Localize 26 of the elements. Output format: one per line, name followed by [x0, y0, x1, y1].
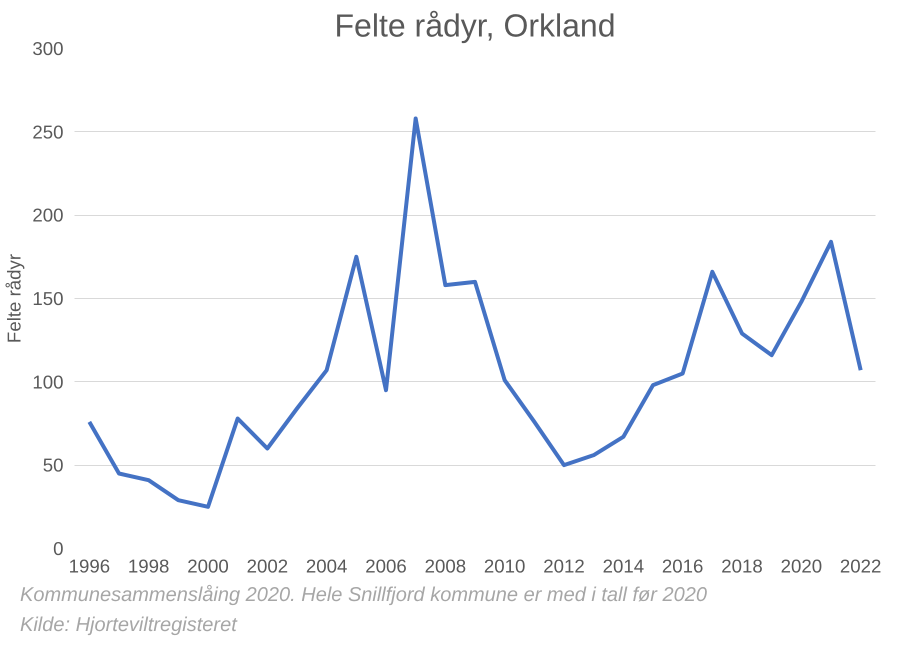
x-tick-label: 2022: [840, 556, 882, 576]
x-tick-label: 2014: [602, 556, 644, 576]
y-tick-label: 300: [32, 38, 64, 59]
x-tick-label: 2018: [721, 556, 763, 576]
y-tick-label: 50: [42, 454, 64, 476]
chart-title: Felte rådyr, Orkland: [334, 8, 616, 44]
y-tick-label: 150: [32, 288, 64, 309]
y-tick-label: 100: [32, 371, 64, 392]
x-tick-label: 2012: [543, 556, 585, 576]
text: Kilde: Hjorteviltregisteret: [20, 613, 238, 638]
y-tick-label: 250: [32, 121, 64, 142]
x-tick-label: 1998: [128, 556, 170, 576]
x-tick-label: 2008: [424, 556, 466, 576]
y-axis-title: Felte rådyr: [3, 254, 24, 344]
y-tick-label: 200: [32, 204, 64, 226]
x-tick-label: 2020: [780, 556, 822, 576]
x-tick-label: 2000: [187, 556, 229, 576]
y-tick-label: 0: [53, 538, 64, 559]
x-tick-label: 2002: [246, 556, 288, 576]
x-tick-label: 2006: [365, 556, 407, 576]
text: Kommunesammenslåing 2020. Hele Snillfjord kommune er med i tall før 2020: [20, 583, 707, 608]
x-tick-label: 2016: [662, 556, 704, 576]
x-tick-label: 2004: [306, 556, 348, 576]
x-tick-label: 2010: [484, 556, 526, 576]
x-tick-label: 1996: [68, 556, 110, 576]
line-series: [87, 116, 863, 509]
